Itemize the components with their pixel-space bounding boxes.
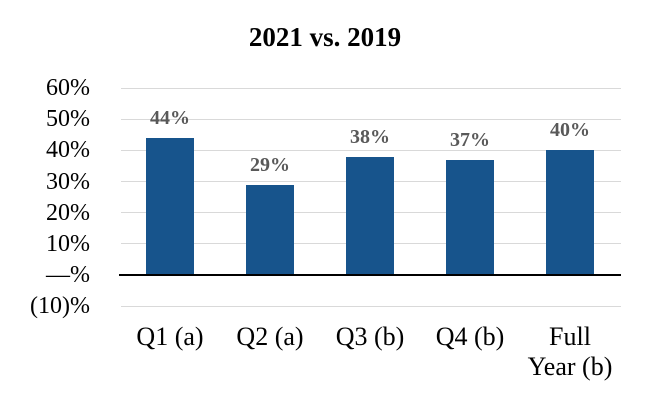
bar-value-label: 40% <box>550 119 590 142</box>
bar-value-label: 29% <box>250 153 290 176</box>
y-axis-tick-label: 20% <box>46 199 90 226</box>
y-gridline <box>121 118 621 120</box>
bar <box>346 156 394 275</box>
y-axis-tick-label: 40% <box>46 137 90 164</box>
y-gridline <box>121 149 621 151</box>
y-axis-tick-label: —% <box>46 262 90 288</box>
x-axis-category-label: Full Year (b) <box>527 322 613 381</box>
bar-value-label: 37% <box>450 128 490 151</box>
bar <box>146 137 194 275</box>
bar <box>546 150 594 275</box>
x-axis-category-label: Q2 (a) <box>236 322 304 351</box>
y-axis-tick-label: 30% <box>46 168 90 195</box>
bar <box>246 184 294 275</box>
y-gridline <box>121 87 621 89</box>
x-axis-line <box>119 274 621 276</box>
bar-value-label: 44% <box>150 106 190 129</box>
bar <box>446 159 494 275</box>
y-axis-tick-label: (10)% <box>30 293 90 320</box>
x-axis-category-label: Q3 (b) <box>335 322 405 351</box>
x-axis-category-label: Q4 (b) <box>435 322 505 351</box>
y-gridline <box>121 305 621 307</box>
chart-title: 2021 vs. 2019 <box>248 22 402 52</box>
x-axis-category-label: Q1 (a) <box>136 322 204 351</box>
y-axis-tick-label: 60% <box>46 75 90 101</box>
y-axis-tick-label: 50% <box>46 106 90 133</box>
bar-value-label: 38% <box>350 125 390 148</box>
y-axis-tick-label: 10% <box>46 230 90 257</box>
